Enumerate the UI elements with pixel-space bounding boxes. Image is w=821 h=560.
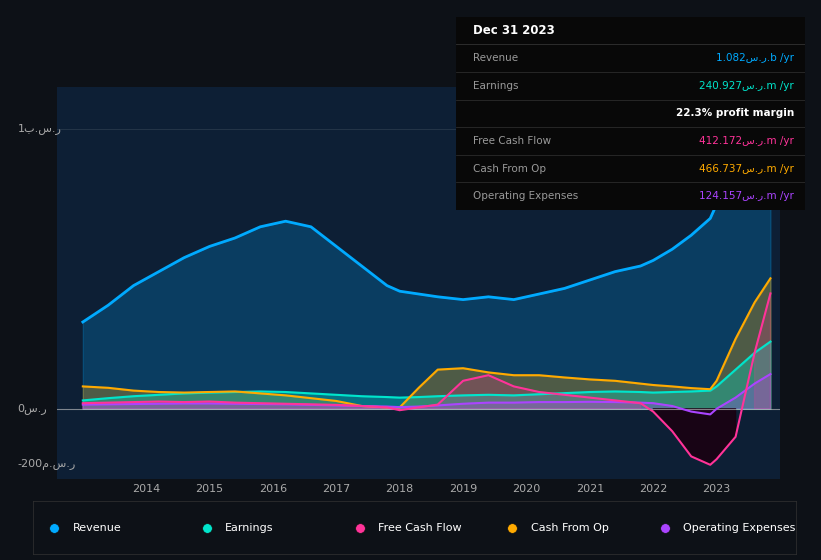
Text: 0س.ر: 0س.ر xyxy=(18,403,48,414)
Text: Earnings: Earnings xyxy=(473,81,519,91)
Text: Free Cash Flow: Free Cash Flow xyxy=(378,523,461,533)
Text: Operating Expenses: Operating Expenses xyxy=(683,523,796,533)
Text: -200م.س.ر: -200م.س.ر xyxy=(18,459,76,470)
Text: 124.157س.ر.m /yr: 124.157س.ر.m /yr xyxy=(699,191,794,201)
Text: Revenue: Revenue xyxy=(72,523,122,533)
Text: 22.3% profit margin: 22.3% profit margin xyxy=(676,109,794,118)
Text: 240.927س.ر.m /yr: 240.927س.ر.m /yr xyxy=(699,81,794,91)
Text: 466.737س.ر.m /yr: 466.737س.ر.m /yr xyxy=(699,164,794,174)
Text: 1.082س.ر.b /yr: 1.082س.ر.b /yr xyxy=(716,53,794,63)
Text: 412.172س.ر.m /yr: 412.172س.ر.m /yr xyxy=(699,136,794,146)
Text: Dec 31 2023: Dec 31 2023 xyxy=(473,24,555,37)
Text: Cash From Op: Cash From Op xyxy=(530,523,608,533)
Text: Free Cash Flow: Free Cash Flow xyxy=(473,136,551,146)
Text: Revenue: Revenue xyxy=(473,53,518,63)
Text: Operating Expenses: Operating Expenses xyxy=(473,191,578,201)
Text: Earnings: Earnings xyxy=(225,523,273,533)
Text: 1ب.س.ر: 1ب.س.ر xyxy=(18,123,62,134)
Text: Cash From Op: Cash From Op xyxy=(473,164,546,174)
